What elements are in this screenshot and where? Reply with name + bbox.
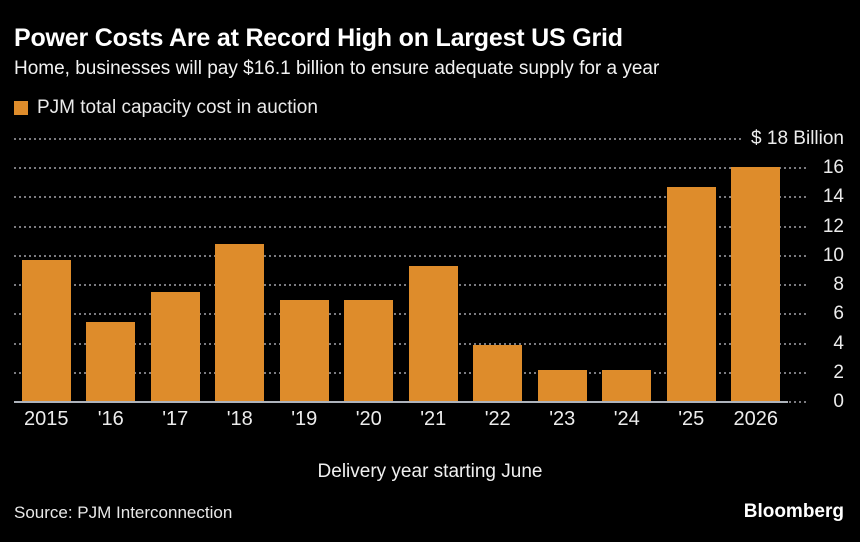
gridline-16	[14, 167, 806, 170]
bar-22	[473, 345, 523, 402]
source-note: Source: PJM Interconnection	[14, 503, 233, 522]
legend-label: PJM total capacity cost in auction	[37, 97, 318, 118]
gridline-10	[14, 254, 806, 257]
bar-slot-18	[208, 139, 273, 402]
bloomberg-logo: Bloomberg	[743, 501, 844, 522]
bar-17	[150, 292, 200, 402]
bar-slot-21	[401, 139, 466, 402]
legend-swatch-icon	[14, 101, 28, 115]
bar-slot-24	[595, 139, 660, 402]
x-tick-19: '19	[291, 408, 318, 430]
y-tick-6: 6	[825, 302, 844, 327]
x-tick-2026: 2026	[733, 408, 779, 430]
bar-slot-19	[272, 139, 337, 402]
x-tick-25: '25	[678, 408, 705, 430]
bar-slot-22	[466, 139, 531, 402]
bar-20	[344, 299, 394, 402]
y-tick-14: 14	[814, 185, 844, 210]
bar-25	[666, 187, 716, 402]
bar-24	[602, 369, 652, 402]
y-tick-4: 4	[825, 331, 844, 356]
bar-slot-16	[79, 139, 144, 402]
bar-slot-25	[659, 139, 724, 402]
y-tick-8: 8	[825, 273, 844, 298]
bar-slot-17	[143, 139, 208, 402]
bar-19	[279, 299, 329, 402]
x-tick-17: '17	[162, 408, 189, 430]
chart-subtitle: Home, businesses will pay $16.1 billion …	[14, 58, 660, 79]
bar-slot-20	[337, 139, 402, 402]
bar-18	[215, 244, 265, 402]
gridline-14	[14, 196, 806, 199]
x-tick-21: '21	[420, 408, 447, 430]
y-tick-2: 2	[825, 360, 844, 385]
chart-plot-area	[14, 138, 806, 403]
gridline-18	[14, 138, 806, 140]
bar-16	[86, 321, 136, 402]
bar-slot-2026	[724, 139, 789, 402]
bar-series	[14, 139, 788, 402]
x-axis-labels: 2015 '16 '17 '18 '19 '20 '21 '22 '23 '24 '25 2026	[14, 408, 788, 431]
gridline-12	[14, 225, 806, 228]
x-tick-16: '16	[97, 408, 124, 430]
x-tick-23: '23	[549, 408, 576, 430]
bar-23	[537, 369, 587, 402]
bar-slot-2015	[14, 139, 79, 402]
bar-21	[408, 266, 458, 402]
x-tick-2015: 2015	[24, 408, 69, 430]
x-axis-title: Delivery year starting June	[317, 461, 543, 482]
x-tick-20: '20	[355, 408, 382, 430]
x-axis-line	[14, 401, 788, 403]
bar-2015	[21, 260, 71, 402]
y-tick-16: 16	[814, 156, 844, 181]
y-tick-0: 0	[825, 390, 844, 414]
legend: PJM total capacity cost in auction	[14, 97, 318, 119]
bar-slot-23	[530, 139, 595, 402]
y-tick-12: 12	[814, 214, 844, 239]
x-tick-22: '22	[484, 408, 511, 430]
bar-2026	[731, 166, 781, 402]
x-tick-18: '18	[226, 408, 253, 430]
y-tick-10: 10	[814, 243, 844, 268]
chart-title: Power Costs Are at Record High on Larges…	[14, 24, 623, 52]
x-tick-24: '24	[613, 408, 640, 430]
